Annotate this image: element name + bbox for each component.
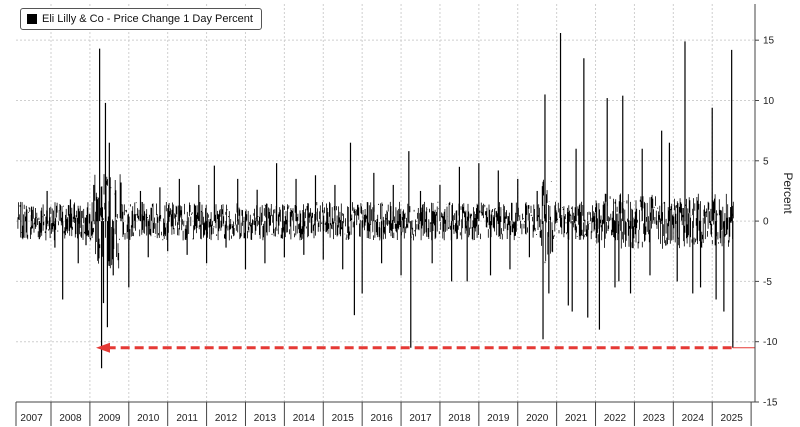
- y-tick-label: 0: [763, 217, 769, 228]
- x-tick-label: 2007: [20, 413, 43, 424]
- x-tick-label: 2015: [332, 413, 355, 424]
- x-tick-label: 2009: [98, 413, 121, 424]
- y-axis-label: Percent: [781, 172, 795, 214]
- x-tick-label: 2008: [59, 413, 82, 424]
- x-tick-label: 2011: [176, 413, 198, 424]
- x-tick-label: 2024: [682, 413, 705, 424]
- x-tick-label: 2021: [565, 413, 588, 424]
- x-tick-label: 2019: [487, 413, 510, 424]
- y-tick-label: 15: [763, 36, 775, 47]
- y-tick-label: -5: [763, 277, 772, 288]
- x-tick-label: 2012: [215, 413, 238, 424]
- chart-legend: Eli Lilly & Co - Price Change 1 Day Perc…: [20, 8, 262, 30]
- x-tick-label: 2017: [409, 413, 432, 424]
- x-tick-label: 2016: [370, 413, 393, 424]
- x-tick-label: 2010: [137, 413, 160, 424]
- legend-entry-label: Eli Lilly & Co - Price Change 1 Day Perc…: [42, 13, 253, 25]
- y-tick-label: -10: [763, 337, 778, 348]
- y-tick-label: 10: [763, 96, 775, 107]
- x-tick-label: 2025: [721, 413, 744, 424]
- x-tick-label: 2013: [254, 413, 277, 424]
- x-tick-label: 2020: [526, 413, 549, 424]
- x-tick-label: 2023: [643, 413, 666, 424]
- x-tick-label: 2014: [293, 413, 316, 424]
- x-tick-label: 2022: [604, 413, 627, 424]
- reference-arrow-head: [96, 342, 110, 353]
- x-tick-label: 2018: [448, 413, 471, 424]
- y-tick-label: 5: [763, 156, 769, 167]
- legend-swatch-black: [27, 14, 37, 24]
- y-tick-label: -15: [763, 398, 778, 409]
- plot-area: [16, 4, 755, 402]
